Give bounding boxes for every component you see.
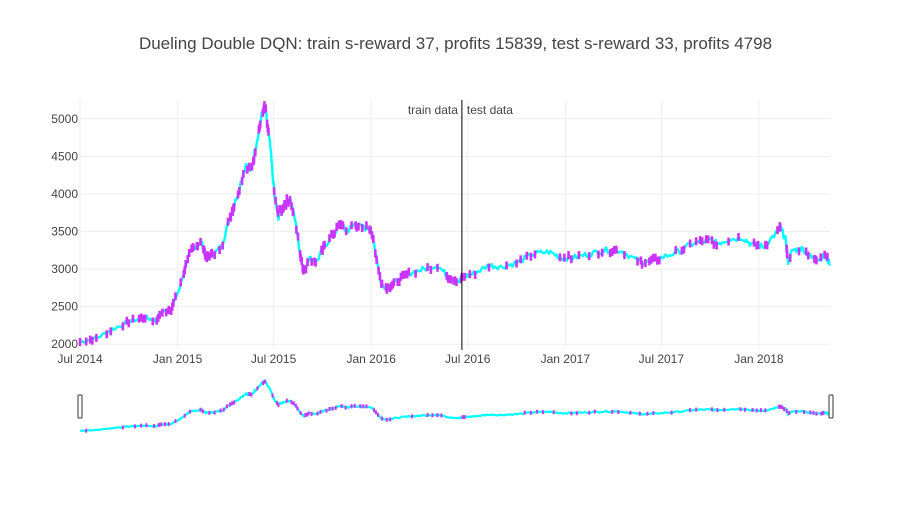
grid-layer	[79, 100, 830, 348]
y-tick-label: 3000	[51, 262, 78, 276]
y-tick-label: 2000	[51, 337, 78, 351]
train-test-split: train data test data	[408, 100, 513, 350]
chart-title: Dueling Double DQN: train s-reward 37, p…	[138, 34, 773, 53]
x-tick-label: Jan 2015	[153, 352, 203, 366]
x-tick-label: Jul 2015	[251, 352, 297, 366]
range-slider-right-handle[interactable]	[828, 394, 834, 419]
x-tick-label: Jul 2014	[57, 352, 103, 366]
x-tick-label: Jan 2017	[541, 352, 591, 366]
range-slider[interactable]	[77, 379, 834, 433]
y-tick-label: 5000	[51, 112, 78, 126]
x-tick-label: Jul 2017	[639, 352, 685, 366]
y-tick-label: 4000	[51, 187, 78, 201]
test-data-label: test data	[467, 103, 513, 117]
train-data-label: train data	[408, 103, 458, 117]
y-axis: 2000 2500 3000 3500 4000 4500 5000	[51, 112, 78, 351]
price-series	[78, 101, 831, 347]
x-axis: Jul 2014 Jan 2015 Jul 2015 Jan 2016 Jul 2016…	[57, 352, 784, 366]
x-tick-label: Jan 2018	[734, 352, 784, 366]
y-tick-label: 2500	[51, 300, 78, 314]
y-tick-label: 4500	[51, 149, 78, 163]
x-tick-label: Jul 2016	[445, 352, 491, 366]
range-slider-line	[79, 379, 831, 432]
x-tick-label: Jan 2016	[346, 352, 396, 366]
y-tick-label: 3500	[51, 225, 78, 239]
range-slider-left-handle[interactable]	[77, 394, 83, 419]
